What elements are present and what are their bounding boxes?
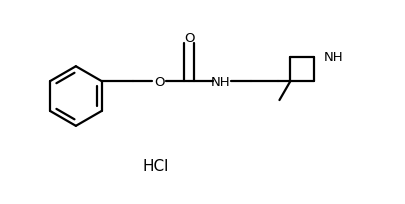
Text: O: O xyxy=(153,75,164,88)
Text: NH: NH xyxy=(323,51,343,63)
Text: HCl: HCl xyxy=(142,158,168,173)
Text: O: O xyxy=(183,32,194,45)
Text: NH: NH xyxy=(211,75,230,88)
